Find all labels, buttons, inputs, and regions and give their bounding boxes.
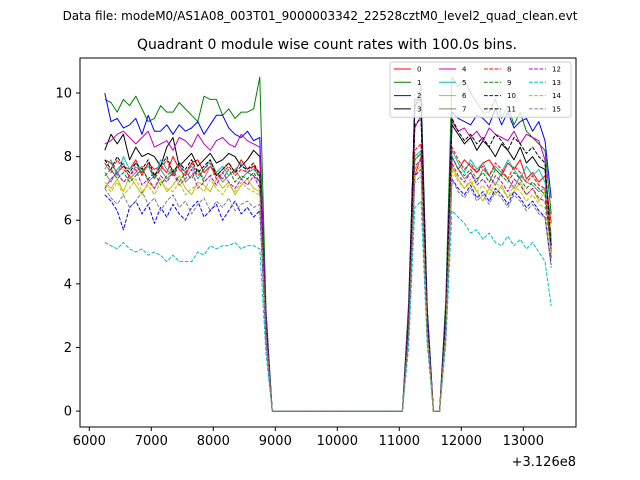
- series-line-7: [104, 152, 552, 412]
- series-line-2: [104, 92, 552, 412]
- y-tick-label: 4: [64, 277, 72, 292]
- legend-entry: 9: [484, 79, 511, 87]
- plot-lines: [104, 76, 552, 412]
- legend-label: 10: [507, 92, 516, 100]
- legend-entry: 2: [394, 92, 421, 100]
- series-line-3: [104, 98, 552, 412]
- y-tick-label: 2: [64, 341, 72, 356]
- legend-label: 8: [507, 66, 511, 74]
- series-line-1: [104, 76, 552, 412]
- y-tick: 8: [64, 150, 80, 165]
- legend-entry: 10: [484, 92, 516, 100]
- y-tick: 4: [64, 277, 80, 292]
- legend-label: 2: [417, 92, 421, 100]
- legend-label: 13: [552, 79, 561, 87]
- series-line-6: [104, 159, 552, 412]
- y-tick-label: 10: [55, 86, 72, 101]
- y-tick: 10: [55, 86, 80, 101]
- y-tick-label: 0: [64, 405, 72, 420]
- x-tick-label: 9000: [259, 434, 292, 449]
- legend-entry: 7: [439, 105, 466, 113]
- legend-entry: 14: [529, 92, 561, 100]
- legend-label: 9: [507, 79, 511, 87]
- series-line-0: [104, 156, 552, 412]
- chart-suptitle: Data file: modeM0/AS1A08_003T01_90000033…: [63, 9, 578, 23]
- legend-entry: 1: [394, 79, 421, 87]
- legend-entry: 6: [439, 92, 467, 100]
- legend-label: 14: [552, 92, 561, 100]
- y-tick-label: 8: [64, 150, 72, 165]
- x-tick-label: 8000: [197, 434, 230, 449]
- y-tick: 6: [64, 214, 80, 229]
- legend-entry: 13: [529, 79, 561, 87]
- legend-entry: 4: [439, 66, 467, 74]
- legend-label: 12: [552, 66, 561, 74]
- legend-label: 4: [462, 66, 467, 74]
- series-line-8: [104, 143, 552, 412]
- y-tick: 0: [64, 405, 80, 420]
- legend-label: 6: [462, 92, 467, 100]
- legend-entry: 12: [529, 66, 561, 74]
- legend-label: 0: [417, 66, 421, 74]
- x-tick: 10000: [317, 427, 358, 449]
- x-tick-label: 13000: [503, 434, 544, 449]
- legend-entry: 0: [394, 66, 421, 74]
- series-line-13: [104, 200, 552, 412]
- legend-label: 1: [417, 79, 421, 87]
- legend-label: 15: [552, 105, 561, 113]
- x-tick: 6000: [73, 427, 106, 449]
- x-tick-label: 6000: [73, 434, 106, 449]
- series-line-10: [104, 168, 552, 412]
- x-tick-label: 12000: [441, 434, 482, 449]
- x-offset-label: +3.126e8: [512, 455, 576, 470]
- series-line-14: [104, 165, 552, 412]
- series-line-15: [104, 175, 552, 412]
- legend-entry: 8: [484, 66, 511, 74]
- plot-frame: [79, 57, 577, 428]
- x-tick-label: 10000: [317, 434, 358, 449]
- legend-entry: 11: [484, 105, 516, 113]
- series-line-9: [104, 152, 552, 412]
- x-tick: 7000: [135, 427, 168, 449]
- legend-box: [389, 61, 572, 118]
- y-axis: 0 2 4 6 8 10: [55, 86, 80, 420]
- x-tick: 9000: [259, 427, 292, 449]
- legend-label: 5: [462, 79, 466, 87]
- x-tick: 12000: [441, 427, 482, 449]
- x-tick: 13000: [503, 427, 544, 449]
- legend-entry: 5: [439, 79, 466, 87]
- y-tick: 2: [64, 341, 80, 356]
- x-tick-label: 7000: [135, 434, 168, 449]
- chart-title: Quadrant 0 module wise count rates with …: [137, 37, 517, 53]
- x-tick-label: 11000: [379, 434, 420, 449]
- y-tick-label: 6: [64, 214, 72, 229]
- x-tick: 8000: [197, 427, 230, 449]
- legend-label: 3: [417, 105, 421, 113]
- legend-label: 7: [462, 105, 466, 113]
- x-tick: 11000: [379, 427, 420, 449]
- x-axis: 6000 7000 8000 9000 10000 11000 12000 13000: [73, 427, 544, 449]
- series-line-5: [104, 149, 552, 412]
- legend-entry: 15: [529, 105, 561, 113]
- legend-entry: 3: [394, 105, 421, 113]
- legend-label: 11: [507, 105, 516, 113]
